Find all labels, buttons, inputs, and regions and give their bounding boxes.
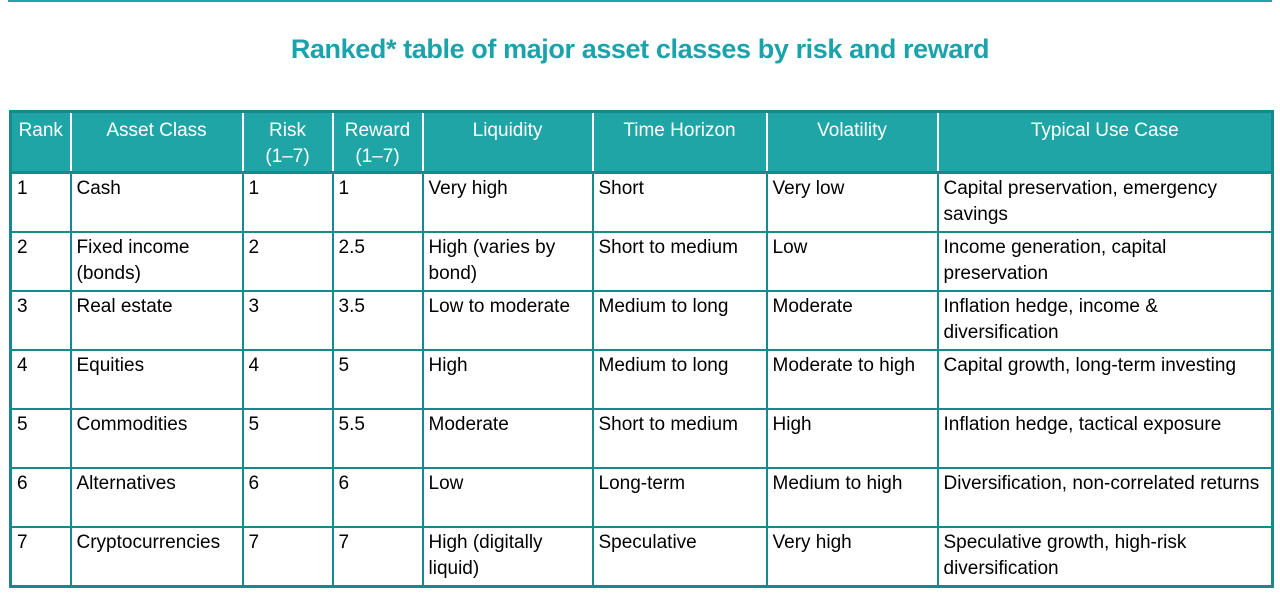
column-header-typical-use-case: Typical Use Case (936, 111, 1274, 174)
cell-asset-class: Cryptocurrencies (69, 526, 244, 588)
cell-volatility: High (765, 408, 939, 470)
cell-reward: 6 (331, 467, 424, 529)
cell-reward: 2.5 (331, 231, 424, 293)
cell-time-horizon: Long-term (591, 467, 768, 529)
cell-risk: 5 (241, 408, 334, 470)
cell-asset-class: Equities (69, 349, 244, 411)
table-row-commodities: 5 Commodities 5 5.5 Moderate Short to me… (9, 408, 1274, 470)
page-title: Ranked* table of major asset classes by … (290, 34, 990, 64)
cell-risk: 2 (241, 231, 334, 293)
cell-volatility: Medium to high (765, 467, 939, 529)
cell-risk: 4 (241, 349, 334, 411)
column-header-liquidity: Liquidity (421, 111, 594, 174)
cell-liquidity: Low to moderate (421, 290, 594, 352)
cell-liquidity: Low (421, 467, 594, 529)
cell-rank: 1 (9, 171, 72, 234)
cell-rank: 4 (9, 349, 72, 411)
cell-time-horizon: Speculative (591, 526, 768, 588)
cell-time-horizon: Short to medium (591, 408, 768, 470)
cell-volatility: Very high (765, 526, 939, 588)
cell-time-horizon: Medium to long (591, 290, 768, 352)
cell-risk: 6 (241, 467, 334, 529)
cell-liquidity: Very high (421, 171, 594, 234)
cell-typical-use-case: Diversification, non-correlated returns (936, 467, 1274, 529)
column-header-asset-class: Asset Class (69, 111, 244, 174)
cell-typical-use-case: Capital growth, long-term investing (936, 349, 1274, 411)
cell-typical-use-case: Capital preservation, emergency savings (936, 171, 1274, 234)
header-row: Rank Asset Class Risk (1–7) Reward (1–7)… (9, 111, 1274, 174)
cell-reward: 5.5 (331, 408, 424, 470)
top-border-line (8, 0, 1272, 2)
cell-volatility: Very low (765, 171, 939, 234)
cell-volatility: Moderate (765, 290, 939, 352)
cell-time-horizon: Short (591, 171, 768, 234)
cell-volatility: Low (765, 231, 939, 293)
cell-liquidity: High (421, 349, 594, 411)
cell-typical-use-case: Inflation hedge, tactical exposure (936, 408, 1274, 470)
cell-liquidity: High (digitally liquid) (421, 526, 594, 588)
cell-time-horizon: Medium to long (591, 349, 768, 411)
table-row-real-estate: 3 Real estate 3 3.5 Low to moderate Medi… (9, 290, 1274, 352)
column-header-rank: Rank (9, 111, 72, 174)
cell-rank: 6 (9, 467, 72, 529)
cell-asset-class: Alternatives (69, 467, 244, 529)
cell-asset-class: Fixed income (bonds) (69, 231, 244, 293)
table-row-cash: 1 Cash 1 1 Very high Short Very low Capi… (9, 171, 1274, 234)
cell-rank: 3 (9, 290, 72, 352)
cell-volatility: Moderate to high (765, 349, 939, 411)
cell-typical-use-case: Inflation hedge, income & diversificatio… (936, 290, 1274, 352)
column-header-time-horizon: Time Horizon (591, 111, 768, 174)
cell-risk: 7 (241, 526, 334, 588)
cell-asset-class: Cash (69, 171, 244, 234)
cell-reward: 3.5 (331, 290, 424, 352)
cell-rank: 7 (9, 526, 72, 588)
column-header-volatility: Volatility (765, 111, 939, 174)
cell-reward: 1 (331, 171, 424, 234)
cell-asset-class: Commodities (69, 408, 244, 470)
column-header-reward: Reward (1–7) (331, 111, 424, 174)
cell-typical-use-case: Speculative growth, high-risk diversific… (936, 526, 1274, 588)
cell-typical-use-case: Income generation, capital preservation (936, 231, 1274, 293)
table-row-alternatives: 6 Alternatives 6 6 Low Long-term Medium … (9, 467, 1274, 529)
cell-risk: 1 (241, 171, 334, 234)
cell-asset-class: Real estate (69, 290, 244, 352)
cell-risk: 3 (241, 290, 334, 352)
table-row-cryptocurrencies: 7 Cryptocurrencies 7 7 High (digitally l… (9, 526, 1274, 588)
cell-time-horizon: Short to medium (591, 231, 768, 293)
table-row-equities: 4 Equities 4 5 High Medium to long Moder… (9, 349, 1274, 411)
column-header-risk: Risk (1–7) (241, 111, 334, 174)
cell-reward: 5 (331, 349, 424, 411)
cell-rank: 5 (9, 408, 72, 470)
cell-liquidity: Moderate (421, 408, 594, 470)
cell-liquidity: High (varies by bond) (421, 231, 594, 293)
table-row-fixed-income: 2 Fixed income (bonds) 2 2.5 High (varie… (9, 231, 1274, 293)
cell-rank: 2 (9, 231, 72, 293)
cell-reward: 7 (331, 526, 424, 588)
asset-class-table: Rank Asset Class Risk (1–7) Reward (1–7)… (9, 110, 1274, 589)
